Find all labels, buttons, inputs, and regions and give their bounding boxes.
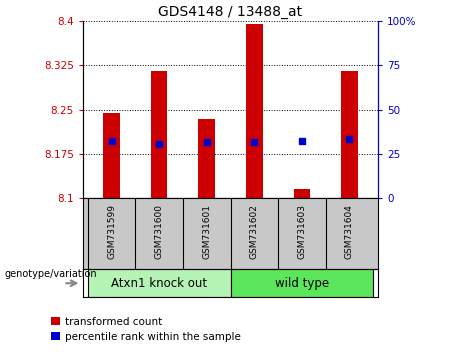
Bar: [246, 24, 263, 198]
Bar: [341, 72, 358, 198]
Text: GSM731599: GSM731599: [107, 204, 116, 259]
Text: wild type: wild type: [275, 277, 329, 290]
Legend: transformed count, percentile rank within the sample: transformed count, percentile rank withi…: [51, 317, 241, 342]
Text: genotype/variation: genotype/variation: [5, 269, 97, 279]
Bar: [103, 113, 120, 198]
Title: GDS4148 / 13488_at: GDS4148 / 13488_at: [159, 5, 302, 19]
Text: GSM731601: GSM731601: [202, 204, 211, 259]
Text: Atxn1 knock out: Atxn1 knock out: [111, 277, 207, 290]
Text: GSM731602: GSM731602: [250, 204, 259, 259]
Text: GSM731603: GSM731603: [297, 204, 307, 259]
Bar: [294, 189, 310, 198]
Text: GSM731600: GSM731600: [154, 204, 164, 259]
Text: GSM731604: GSM731604: [345, 204, 354, 259]
Bar: [88, 269, 230, 297]
Bar: [198, 119, 215, 198]
Bar: [151, 72, 167, 198]
Bar: [230, 269, 373, 297]
